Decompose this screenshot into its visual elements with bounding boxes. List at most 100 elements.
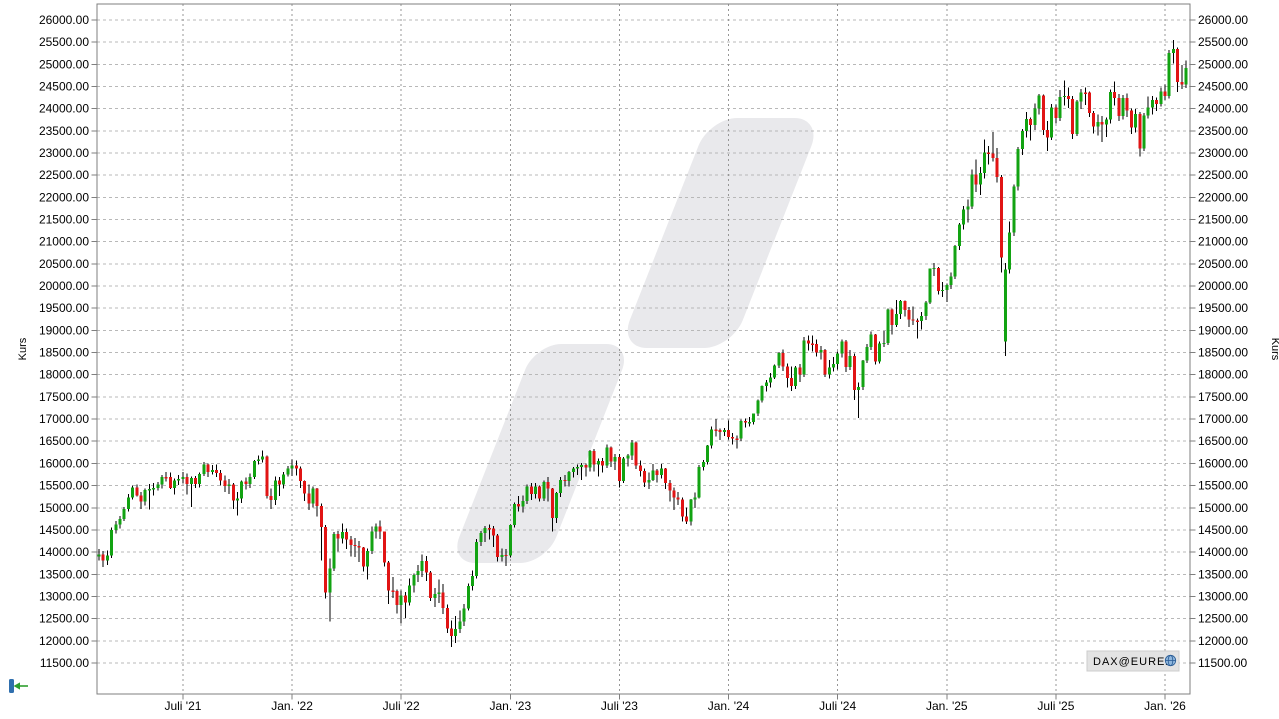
candle-body bbox=[626, 455, 630, 459]
candle-body bbox=[836, 353, 840, 365]
y-tick-label-right: 20000.00 bbox=[1198, 279, 1248, 293]
candle-body bbox=[609, 447, 613, 462]
y-tick-label-right: 13000.00 bbox=[1198, 589, 1248, 603]
candle-body bbox=[563, 479, 567, 482]
candle-body bbox=[521, 501, 525, 507]
candle-body bbox=[273, 480, 277, 501]
candle-body bbox=[1104, 119, 1108, 125]
instrument-badge-label: DAX@EUREX bbox=[1093, 656, 1174, 668]
candle-body bbox=[886, 309, 890, 343]
y-tick-label-right: 20500.00 bbox=[1198, 257, 1248, 271]
candle-body bbox=[298, 468, 302, 482]
y-tick-label-left: 18500.00 bbox=[39, 346, 89, 360]
candle-body bbox=[601, 461, 605, 466]
candle-body bbox=[445, 607, 449, 629]
y-tick-label-right: 15500.00 bbox=[1198, 479, 1248, 493]
candle-body bbox=[1062, 95, 1066, 98]
candle-body bbox=[370, 531, 374, 551]
candle-body bbox=[1180, 82, 1184, 85]
pan-left-icon[interactable] bbox=[9, 679, 28, 693]
candle-body bbox=[277, 480, 281, 485]
candle-body bbox=[156, 484, 160, 489]
candle-body bbox=[135, 487, 139, 496]
candle-body bbox=[983, 152, 987, 173]
candle-body bbox=[592, 450, 596, 465]
pan-handle-bar bbox=[9, 679, 14, 693]
candle-body bbox=[840, 341, 844, 354]
candle-body bbox=[819, 349, 823, 353]
candle-body bbox=[525, 486, 529, 502]
candle-body bbox=[949, 276, 953, 286]
candle-body bbox=[1171, 48, 1175, 54]
x-tick-label: Juli '21 bbox=[164, 699, 201, 713]
candle-body bbox=[408, 585, 412, 603]
candle-body bbox=[1129, 110, 1133, 128]
candle-body bbox=[789, 377, 793, 387]
y-tick-label-right: 14500.00 bbox=[1198, 523, 1248, 537]
candle-body bbox=[466, 585, 470, 609]
candle-body bbox=[1083, 92, 1087, 94]
candle-body bbox=[340, 532, 344, 539]
candle-body bbox=[185, 477, 189, 484]
candle-body bbox=[588, 450, 592, 468]
candle-body bbox=[962, 209, 966, 225]
candle-body bbox=[873, 334, 877, 362]
candle-body bbox=[1033, 108, 1037, 126]
candle-body bbox=[991, 153, 995, 158]
candles bbox=[97, 39, 1188, 647]
candle-body bbox=[1020, 130, 1024, 150]
candle-body bbox=[307, 493, 311, 504]
watermark-upper-bar bbox=[627, 118, 814, 348]
candle-body bbox=[1050, 107, 1054, 138]
instrument-badge-background bbox=[1086, 650, 1180, 672]
y-tick-label-right: 19500.00 bbox=[1198, 301, 1248, 315]
candle-body bbox=[315, 488, 319, 506]
candle-body bbox=[701, 462, 705, 467]
candle-body bbox=[978, 172, 982, 185]
y-tick-label-right: 18500.00 bbox=[1198, 346, 1248, 360]
y-tick-label-right: 11500.00 bbox=[1198, 656, 1247, 670]
candle-body bbox=[651, 470, 655, 480]
candle-body bbox=[613, 456, 617, 462]
x-tick-label: Jan. '26 bbox=[1144, 699, 1186, 713]
candle-body bbox=[622, 458, 626, 482]
candle-body bbox=[139, 495, 143, 502]
y-tick-label-right: 12500.00 bbox=[1198, 612, 1248, 626]
candle-body bbox=[643, 470, 647, 483]
candle-body bbox=[915, 320, 919, 322]
plot-area-border[interactable] bbox=[96, 3, 1191, 695]
candle-body bbox=[206, 464, 210, 472]
instrument-badge[interactable]: DAX@EUREX bbox=[1086, 650, 1180, 672]
candle-body bbox=[336, 533, 340, 539]
y-tick-label-left: 14500.00 bbox=[39, 523, 89, 537]
candle-body bbox=[319, 505, 323, 527]
candle-body bbox=[810, 343, 814, 345]
horizontal-gridlines bbox=[97, 19, 1190, 664]
candle-body bbox=[1012, 186, 1016, 233]
candle-body bbox=[416, 571, 420, 576]
y-tick-label-left: 21000.00 bbox=[39, 235, 89, 249]
candle-body bbox=[680, 499, 684, 517]
candle-body bbox=[1075, 101, 1079, 134]
candle-body bbox=[433, 594, 437, 598]
candle-body bbox=[1029, 118, 1033, 126]
candle-body bbox=[1004, 269, 1008, 342]
candle-body bbox=[1100, 121, 1104, 125]
y-tick-label-left: 19000.00 bbox=[39, 323, 89, 337]
y-tick-label-left: 20000.00 bbox=[39, 279, 89, 293]
y-tick-label-left: 19500.00 bbox=[39, 301, 89, 315]
candle-body bbox=[882, 342, 886, 344]
candle-body bbox=[1134, 113, 1138, 128]
y-tick-label-right: 17500.00 bbox=[1198, 390, 1248, 404]
candle-body bbox=[471, 576, 475, 586]
y-tick-label-left: 13500.00 bbox=[39, 567, 89, 581]
candle-body bbox=[1163, 91, 1167, 97]
candle-body bbox=[332, 533, 336, 569]
candle-body bbox=[941, 290, 945, 292]
candle-body bbox=[920, 316, 924, 322]
candle-body bbox=[739, 420, 743, 439]
candle-body bbox=[198, 474, 202, 484]
candle-body bbox=[1138, 113, 1142, 149]
candle-body bbox=[802, 340, 806, 375]
candle-body bbox=[168, 477, 172, 488]
